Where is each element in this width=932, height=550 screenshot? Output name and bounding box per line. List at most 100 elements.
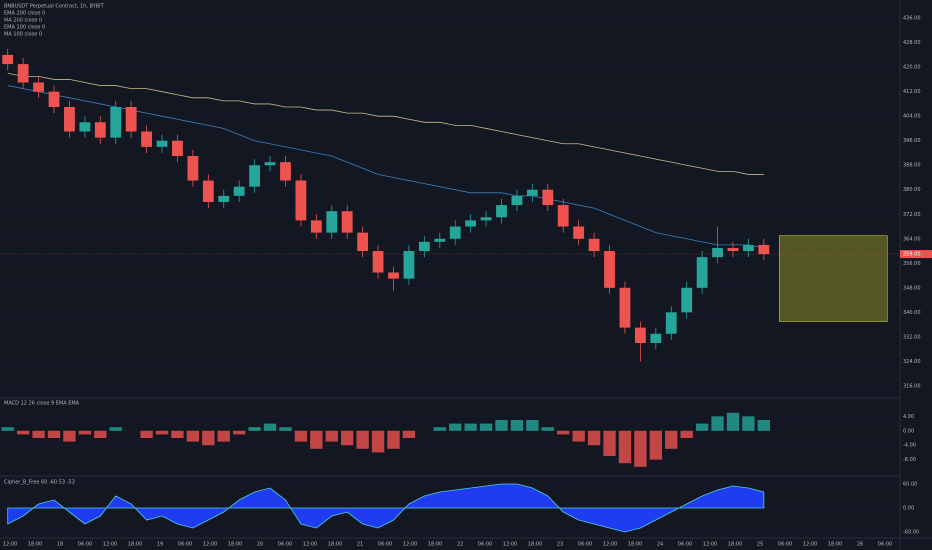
y-tick-label: -8.00	[903, 457, 916, 463]
macd-bar	[726, 412, 740, 431]
x-tick-label: 24	[657, 542, 663, 548]
macd-bar	[695, 423, 709, 431]
y-tick-label: 0.00	[903, 428, 914, 434]
x-tick-label: 23	[557, 542, 563, 548]
last-price-label: 359.00	[903, 252, 921, 258]
x-tick-label: 12:00	[303, 542, 317, 548]
x-tick-label: 25	[757, 542, 763, 548]
x-tick-label: 18:00	[528, 542, 542, 548]
candle-body	[758, 244, 770, 255]
candle-body	[480, 217, 492, 221]
macd-bar	[263, 423, 277, 431]
candle-body	[634, 327, 646, 343]
candle-body	[110, 107, 122, 138]
candle-body	[64, 107, 75, 132]
macd-bar	[557, 430, 570, 435]
x-tick-label: 06:00	[278, 542, 292, 548]
osc-area	[7, 483, 765, 533]
x-tick-label: 22	[457, 542, 463, 548]
candle-body	[403, 251, 415, 279]
macd-bar	[495, 420, 508, 431]
indicator-label: EMA 200 close 0	[4, 11, 45, 17]
x-tick-label: 19	[157, 542, 163, 548]
x-tick-label: 06:00	[178, 542, 192, 548]
macd-bar	[402, 430, 416, 438]
macd-bar	[433, 427, 446, 431]
candle-body	[418, 241, 430, 252]
candle-body	[557, 205, 569, 227]
candle-body	[465, 220, 477, 227]
macd-bar	[711, 416, 724, 431]
macd-bar	[186, 430, 200, 442]
y-tick-label: 60.00	[903, 482, 917, 488]
candle-body	[743, 244, 754, 252]
macd-title: MACD 12 26 close 9 EMA EMA	[4, 401, 80, 407]
macd-bar	[217, 430, 230, 442]
x-tick-label: 06:00	[578, 542, 592, 548]
macd-bar	[510, 420, 524, 431]
macd-bar	[47, 430, 61, 438]
macd-bar	[140, 430, 153, 438]
candle-body	[264, 162, 276, 166]
candle-body	[665, 312, 677, 334]
candle-body	[326, 211, 338, 233]
x-tick-label: 06:00	[778, 542, 792, 548]
candle-body	[141, 131, 152, 147]
y-tick-label: 340.00	[903, 310, 921, 316]
y-tick-label: 0.00	[903, 506, 914, 512]
chart-title: BNBUSDT Perpetual Contract, 1h, BYBIT	[4, 4, 105, 10]
macd-bar	[649, 430, 662, 460]
candle-body	[449, 226, 461, 239]
y-tick-label: 436.00	[903, 16, 921, 22]
x-tick-label: 18:00	[728, 542, 742, 548]
candle-body	[511, 195, 523, 206]
x-tick-label: 06:00	[478, 542, 492, 548]
macd-bar	[479, 423, 493, 431]
macd-bar	[63, 430, 76, 442]
candle-body	[172, 140, 183, 157]
macd-bar	[449, 423, 462, 431]
y-tick-label: -60.00	[903, 530, 919, 536]
x-tick-label: 21	[357, 542, 363, 548]
y-tick-label: 380.00	[903, 187, 921, 193]
macd-bar	[233, 430, 246, 435]
y-tick-label: -4.00	[903, 443, 916, 449]
macd-bar	[279, 427, 292, 431]
y-tick-label: 372.00	[903, 212, 921, 218]
x-tick-label: 12:00	[703, 542, 717, 548]
macd-bar	[587, 430, 601, 446]
macd-bar	[294, 430, 308, 442]
candle-body	[33, 82, 44, 92]
candle-body	[372, 251, 384, 273]
candle-body	[727, 247, 739, 252]
macd-bar	[603, 430, 616, 456]
x-tick-label: 20	[257, 542, 263, 548]
y-tick-label: 364.00	[903, 236, 921, 242]
x-tick-label: 18:00	[28, 542, 42, 548]
x-tick-label: 06:00	[78, 542, 92, 548]
candle-body	[604, 251, 615, 288]
candle-body	[588, 238, 600, 252]
candle-body	[434, 238, 446, 242]
macd-bar	[526, 420, 539, 431]
candle-body	[573, 226, 585, 239]
macd-bar	[387, 430, 400, 449]
macd-bar	[248, 427, 261, 431]
candle-body	[94, 122, 106, 138]
candle-body	[156, 140, 168, 147]
x-tick-label: 06:00	[678, 542, 692, 548]
macd-bar	[94, 430, 107, 438]
candle-body	[187, 156, 199, 181]
x-tick-label: 18:00	[828, 542, 842, 548]
macd-bar	[109, 427, 122, 431]
y-tick-label: 420.00	[903, 65, 921, 71]
x-tick-label: 06:00	[378, 542, 392, 548]
candle-body	[650, 333, 662, 343]
position-box	[778, 235, 888, 322]
macd-bar	[757, 420, 771, 431]
macd-bar	[356, 430, 369, 449]
ma-line	[7, 72, 764, 175]
candle-body	[17, 64, 29, 83]
candle-body	[696, 257, 708, 288]
